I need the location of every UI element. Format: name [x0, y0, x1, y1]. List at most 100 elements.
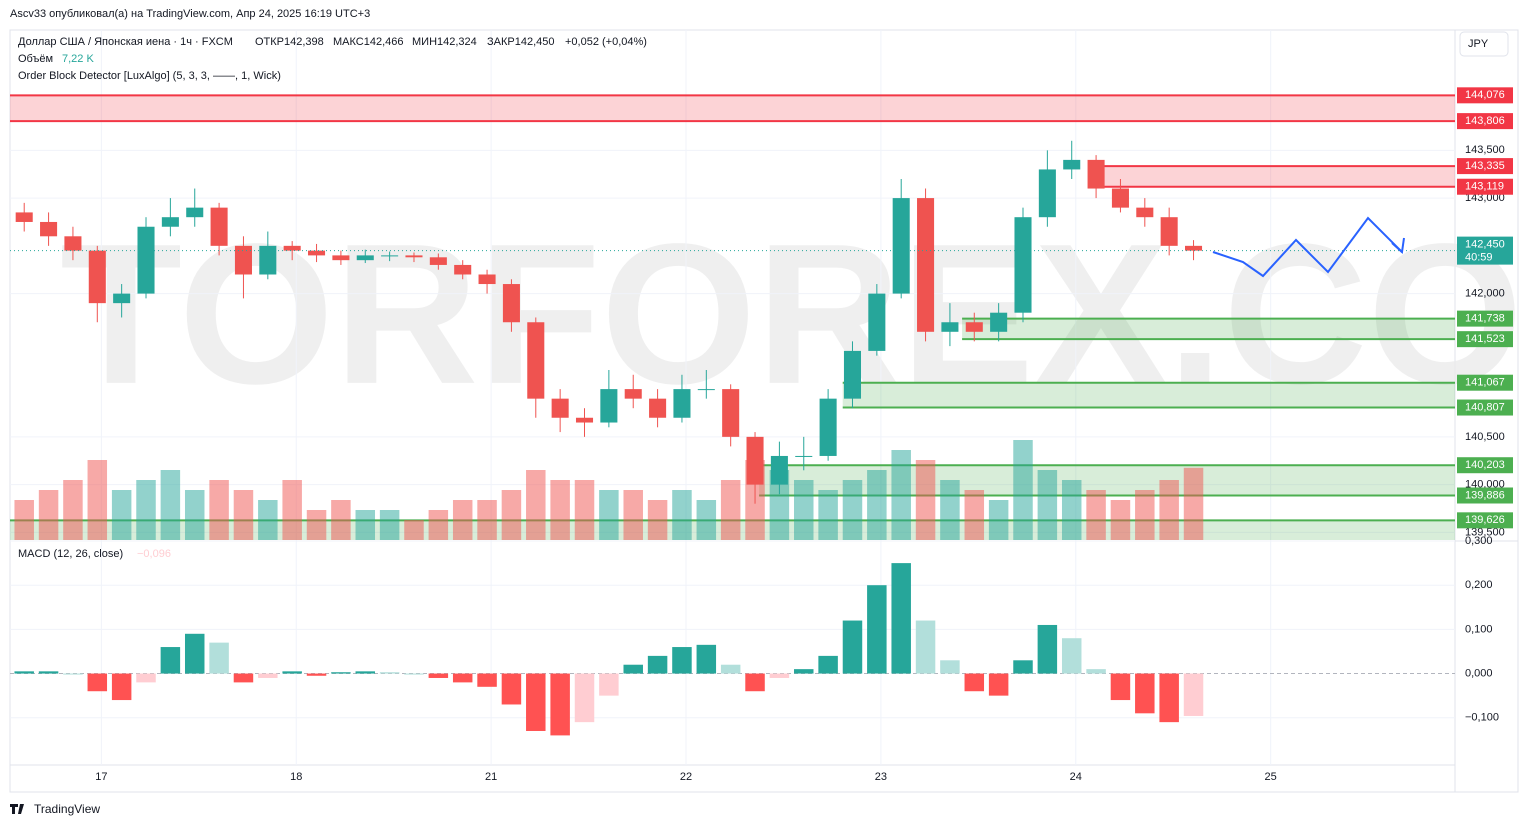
volume-bar	[63, 480, 83, 540]
candle-body	[161, 217, 179, 227]
volume-bar	[574, 480, 595, 540]
candle-body	[283, 245, 301, 251]
candle-body	[624, 389, 642, 399]
volume-bar	[867, 470, 887, 540]
volume-bar	[1037, 470, 1058, 540]
ohlc-change: +0,052 (+0,04%)	[565, 36, 647, 48]
volume-bar	[501, 490, 522, 540]
y-tick-label: 140,500	[1465, 431, 1505, 443]
candle-body	[600, 389, 618, 423]
volume-bar	[111, 490, 132, 540]
volume-bar	[940, 480, 960, 540]
volume-bar	[818, 490, 838, 540]
x-tick-label: 17	[95, 771, 107, 783]
y-tick-label: 0,100	[1465, 623, 1493, 635]
candle-body	[575, 417, 594, 423]
volume-bar	[769, 470, 790, 540]
macd-bar	[769, 673, 790, 678]
volume-bar	[1135, 490, 1155, 540]
candle-body	[64, 236, 82, 251]
macd-bar	[599, 673, 619, 696]
macd-bar	[136, 673, 156, 683]
volume-bar	[1159, 480, 1179, 540]
forecast-path	[1212, 216, 1403, 278]
candle-body	[551, 398, 569, 418]
volume-bar	[1013, 440, 1033, 540]
macd-bar	[745, 673, 765, 692]
volume-bar	[428, 510, 449, 540]
price-label: 140,807	[1465, 401, 1505, 413]
price-label: 139,886	[1465, 489, 1505, 501]
volume-bar	[1183, 467, 1204, 540]
candle-body	[795, 455, 813, 457]
macd-bar	[160, 647, 181, 674]
x-tick-label: 25	[1265, 771, 1277, 783]
footer-logo: TradingView	[34, 802, 100, 816]
candle-body	[941, 322, 959, 332]
volume-bar	[647, 500, 668, 540]
volume-bar	[720, 480, 741, 540]
candle-body	[892, 198, 910, 294]
volume-bar	[184, 490, 205, 540]
macd-bar	[331, 672, 351, 674]
x-tick-label: 24	[1070, 771, 1082, 783]
candle-body	[113, 293, 131, 304]
candle-body	[843, 350, 862, 399]
candle-body	[1136, 207, 1154, 218]
candle-body	[137, 226, 155, 294]
macd-bar	[696, 644, 717, 674]
volume-bar	[672, 490, 692, 540]
y-tick-label: 143,500	[1465, 144, 1505, 156]
candle-body	[649, 398, 667, 418]
macd-bar	[1135, 673, 1155, 714]
candle-body	[1087, 159, 1105, 189]
currency[interactable]: JPY	[1468, 38, 1489, 50]
y-tick-label: 139,500	[1465, 526, 1505, 538]
volume-bar	[696, 500, 717, 540]
macd-bar	[233, 673, 254, 683]
candle-body	[502, 284, 520, 323]
candle-body	[770, 455, 788, 485]
candle-body	[722, 389, 740, 437]
macd-bar	[111, 673, 132, 701]
price-label: 143,119	[1465, 181, 1504, 193]
volume-bar	[209, 480, 229, 540]
price-label-bg	[1457, 487, 1513, 504]
volume-bar	[38, 490, 59, 540]
indicator: Order Block Detector [LuxAlgo] (5, 3, 3,…	[18, 70, 281, 82]
macd-bar	[818, 655, 838, 674]
volume-bar	[404, 520, 424, 540]
candle-body	[990, 312, 1008, 332]
candle-body	[1038, 169, 1056, 218]
candle-body	[332, 255, 350, 261]
candle-body	[527, 322, 545, 399]
candle-body	[1014, 217, 1032, 313]
candle-body	[429, 257, 447, 265]
volume-bar	[282, 480, 302, 540]
volume-bar	[331, 500, 351, 540]
volume-name: Объём	[18, 53, 53, 65]
volume-bar	[233, 490, 254, 540]
macd-bar	[672, 647, 692, 674]
macd-bar	[209, 642, 229, 674]
macd-bar	[550, 673, 570, 736]
order-block	[10, 95, 1455, 122]
candle-body	[673, 389, 691, 418]
price-label-bg	[1457, 331, 1513, 348]
currency-button[interactable]	[1459, 31, 1509, 57]
price-label: 143,335	[1465, 160, 1505, 172]
macd-bar	[1110, 673, 1131, 701]
price-label: 141,738	[1465, 313, 1505, 325]
candle-body	[965, 322, 983, 332]
macd-bar	[477, 673, 497, 687]
macd-bar	[940, 660, 960, 674]
volume-bar	[160, 470, 181, 540]
macd-bar	[794, 669, 814, 674]
candle-body	[819, 398, 837, 456]
price-label: 141,067	[1465, 377, 1505, 389]
price-label-bg	[1457, 158, 1513, 175]
x-tick-label: 22	[680, 771, 692, 783]
candle-body	[405, 255, 423, 258]
order-block	[842, 382, 1455, 408]
candle-body	[1063, 159, 1081, 170]
